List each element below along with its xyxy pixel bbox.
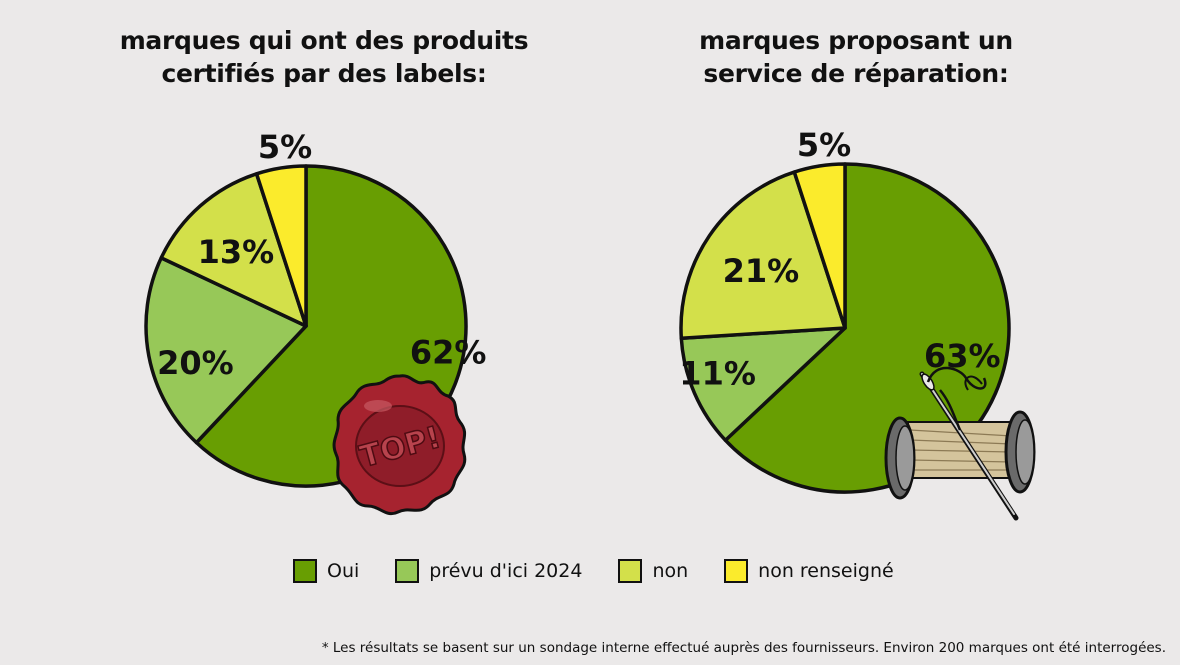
legend-item-prevu: prévu d'ici 2024 <box>395 559 582 583</box>
pie-slice-non <box>159 172 308 328</box>
pie-chart-repair: 63% 11% 21% 5% <box>679 126 1011 494</box>
legend-swatch <box>395 559 420 583</box>
pie-data-label: 5% <box>797 126 851 164</box>
legend-label: non renseigné <box>758 560 894 582</box>
legend-label: prévu d'ici 2024 <box>429 560 583 582</box>
pie-slice-non-renseign- <box>792 162 847 330</box>
pie-data-label: 13% <box>198 233 275 271</box>
legend: Oui prévu d'ici 2024 non non renseigné <box>293 559 930 583</box>
pie-slice-oui <box>723 162 1011 494</box>
chart-title-line: marques qui ont des produits <box>119 26 529 55</box>
legend-swatch <box>618 559 643 583</box>
pie-data-label: 62% <box>410 334 487 372</box>
pie-slice-non-renseign- <box>254 164 308 328</box>
pie-slice-non <box>679 170 847 341</box>
pie-data-label: 20% <box>157 344 234 382</box>
wax-seal-icon: TOP! <box>332 374 467 516</box>
legend-swatch <box>724 559 749 583</box>
pie-data-label: 21% <box>723 252 800 290</box>
pie-data-label: 5% <box>258 128 312 166</box>
pie-data-label: 63% <box>924 337 1001 375</box>
chart-title-line: service de réparation: <box>703 59 1009 88</box>
legend-item-non-renseigne: non renseigné <box>724 559 894 583</box>
thread-spool-needle-icon <box>884 366 1036 521</box>
legend-item-oui: Oui <box>293 559 359 583</box>
legend-label: Oui <box>327 560 360 582</box>
chart-title-line: certifiés par des labels: <box>161 59 487 88</box>
chart-title-labels: marques qui ont des produits certifiés p… <box>114 24 534 90</box>
chart-title-repair: marques proposant un service de réparati… <box>646 24 1066 90</box>
pie-slice-pr-vu-d-ici-2024 <box>679 326 847 443</box>
legend-label: non <box>652 560 689 582</box>
chart-title-line: marques proposant un <box>699 26 1013 55</box>
legend-item-non: non <box>618 559 688 583</box>
pie-data-label: 11% <box>679 355 756 393</box>
footnote: * Les résultats se basent sur un sondage… <box>321 640 1166 656</box>
legend-swatch <box>293 559 317 583</box>
pie-slice-pr-vu-d-ici-2024 <box>144 256 308 445</box>
